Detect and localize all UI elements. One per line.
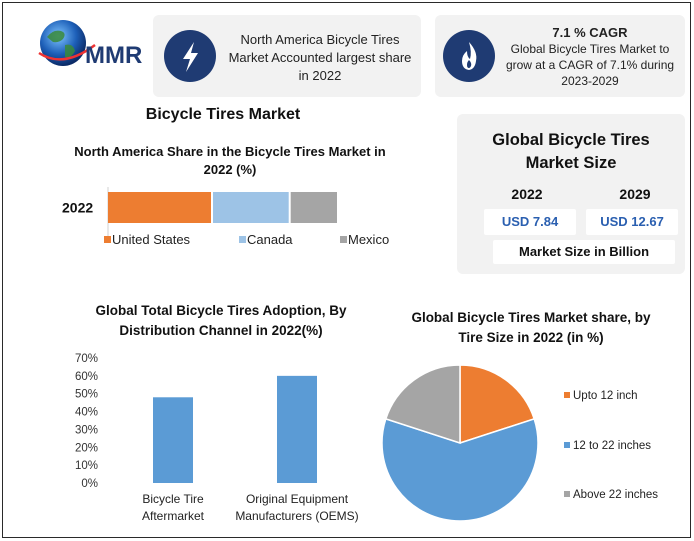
chart1-legend-swatch bbox=[104, 236, 111, 243]
chart3-legend-label: Upto 12 inch bbox=[573, 390, 638, 402]
header-card-largest-share: North America Bicycle Tires Market Accou… bbox=[153, 15, 421, 97]
chart1-category-label: 2022 bbox=[62, 200, 93, 216]
chart3-legend-label: Above 22 inches bbox=[573, 489, 658, 501]
chart2-y-tick: 20% bbox=[75, 442, 98, 454]
cagr-title: 7.1 % CAGR bbox=[552, 25, 628, 40]
chart1-legend-label: Mexico bbox=[348, 232, 389, 247]
chart1-legend-swatch bbox=[340, 236, 347, 243]
chart2-x-label: Aftermarket bbox=[142, 509, 205, 523]
chart2-y-tick: 60% bbox=[75, 371, 98, 383]
chart3-slice bbox=[384, 364, 461, 445]
chart2-bar bbox=[277, 375, 317, 483]
chart2-y-tick: 10% bbox=[75, 460, 98, 472]
header-card-text: North America Bicycle Tires Market Accou… bbox=[228, 32, 412, 83]
chart3-slice bbox=[381, 417, 539, 522]
chart2-y-tick: 70% bbox=[75, 353, 98, 365]
year-2029: 2029 bbox=[619, 186, 651, 202]
market-size-unit: Market Size in Billion bbox=[493, 240, 675, 264]
main-title: Bicycle Tires Market bbox=[145, 106, 301, 123]
chart2-bar: 0% 10% 20% 30% 40% 50% 60% 70% Bicycle Tire After… bbox=[75, 353, 359, 523]
lightning-bolt-icon bbox=[164, 30, 216, 82]
chart1-segment-canada bbox=[213, 192, 289, 223]
logo: MMR bbox=[33, 15, 163, 75]
market-size-title: Global Bicycle Tires Market Size bbox=[492, 131, 650, 172]
chart3-legend-swatch bbox=[564, 442, 570, 448]
chart3-legend-label: 12 to 22 inches bbox=[573, 440, 651, 452]
chart2-x-label: Bicycle Tire bbox=[142, 492, 204, 506]
market-size-card: Global Bicycle Tires Market Size 2022 20… bbox=[457, 114, 685, 274]
chart3-slice bbox=[459, 364, 536, 445]
year-2022: 2022 bbox=[511, 186, 543, 202]
chart2-x-label: Manufacturers (OEMS) bbox=[235, 509, 358, 523]
chart1-segment-mexico bbox=[290, 192, 337, 223]
chart2-y-tick: 0% bbox=[81, 478, 98, 490]
chart3-legend-swatch bbox=[564, 392, 570, 398]
chart1-stacked-bar: 2022 United States Canada Mexico bbox=[62, 187, 389, 247]
chart2-y-tick: 50% bbox=[75, 389, 98, 401]
chart1-legend-label: United States bbox=[112, 232, 191, 247]
chart1-title: North America Share in the Bicycle Tires… bbox=[74, 144, 386, 177]
chart2-bar bbox=[153, 397, 193, 483]
flame-icon bbox=[443, 30, 495, 82]
chart2-y-tick: 30% bbox=[75, 424, 98, 436]
header-card-cagr: 7.1 % CAGR Global Bicycle Tires Market t… bbox=[435, 15, 685, 97]
chart1-legend-swatch bbox=[239, 236, 246, 243]
chart2-title: Global Total Bicycle Tires Adoption, By … bbox=[95, 303, 347, 338]
chart3-pie: Upto 12 inch 12 to 22 inches Above 22 inch… bbox=[381, 364, 658, 522]
value-2029: USD 12.67 bbox=[586, 209, 678, 235]
logo-text: MMR bbox=[85, 42, 142, 69]
chart3-title: Global Bicycle Tires Market share, by Ti… bbox=[411, 310, 651, 345]
value-2022: USD 7.84 bbox=[484, 209, 576, 235]
chart2-x-label: Original Equipment bbox=[246, 492, 349, 506]
chart2-y-tick: 40% bbox=[75, 407, 98, 419]
cagr-text: Global Bicycle Tires Market to grow at a… bbox=[505, 42, 675, 88]
globe-icon: MMR bbox=[38, 20, 142, 69]
chart3-legend-swatch bbox=[564, 491, 570, 497]
chart1-segment-united-states bbox=[108, 192, 211, 223]
chart1-legend-label: Canada bbox=[247, 232, 293, 247]
